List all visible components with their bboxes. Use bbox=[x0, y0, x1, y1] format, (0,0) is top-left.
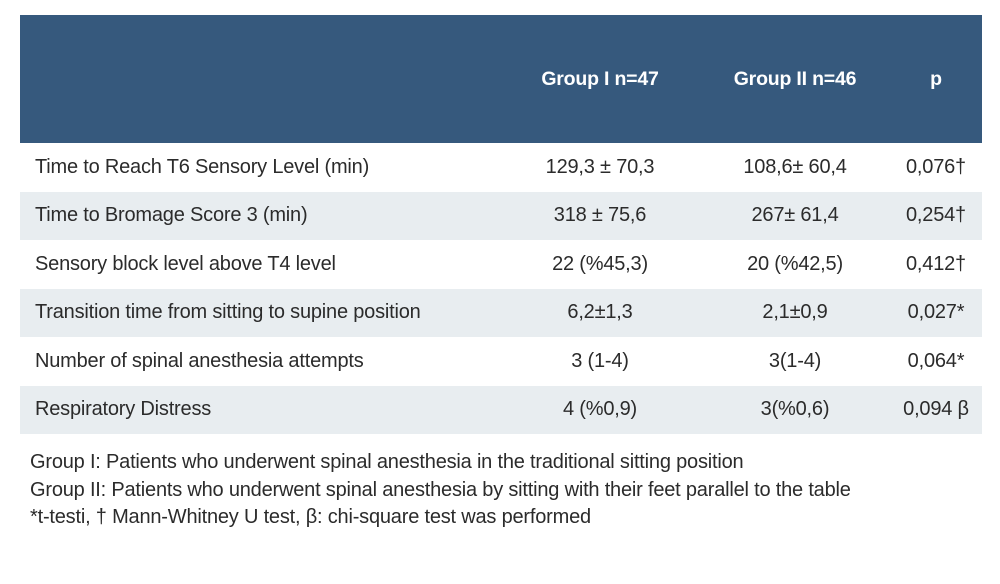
p-value: 0,076† bbox=[906, 155, 966, 178]
row-label: Transition time from sitting to supine p… bbox=[35, 301, 421, 324]
row-label: Respiratory Distress bbox=[35, 398, 212, 421]
table-row: Time to Bromage Score 3 (min) 318 ± 75,6… bbox=[20, 191, 982, 240]
p-value: 0,064* bbox=[907, 349, 965, 372]
results-table: Group I n=47 Group II n=46 p Time to Rea… bbox=[20, 15, 982, 434]
group2-value: 20 (%42,5) bbox=[747, 252, 843, 275]
footnote-group1: Group I: Patients who underwent spinal a… bbox=[30, 451, 744, 473]
p-value: 0,094 β bbox=[903, 398, 969, 421]
footnote-group2: Group II: Patients who underwent spinal … bbox=[30, 478, 851, 501]
header-cell-group2: Group II n=46 bbox=[733, 67, 857, 90]
row-label: Number of spinal anesthesia attempts bbox=[35, 349, 364, 372]
footnote-stats: *t-testi, † Mann-Whitney U test, β: chi-… bbox=[30, 506, 591, 528]
p-value: 0,254† bbox=[906, 204, 966, 227]
table-row: Number of spinal anesthesia attempts 3 (… bbox=[20, 337, 982, 386]
group2-value: 3(%0,6) bbox=[760, 398, 830, 421]
group1-value: 129,3 ± 70,3 bbox=[545, 155, 655, 178]
group2-value: 3(1-4) bbox=[768, 349, 822, 372]
p-value: 0,412† bbox=[906, 252, 966, 275]
table-row: Time to Reach T6 Sensory Level (min) 129… bbox=[20, 143, 982, 192]
header-cell-p: p bbox=[930, 67, 942, 90]
group1-value: 22 (%45,3) bbox=[552, 252, 648, 275]
row-label: Time to Reach T6 Sensory Level (min) bbox=[35, 155, 370, 178]
group1-value: 4 (%0,9) bbox=[563, 398, 637, 421]
group1-value: 318 ± 75,6 bbox=[553, 204, 647, 227]
table-footnotes: Group I: Patients who underwent spinal a… bbox=[30, 449, 970, 532]
group1-value: 6,2±1,3 bbox=[567, 301, 633, 324]
table-header-row: Group I n=47 Group II n=46 p bbox=[20, 15, 982, 143]
table-row: Transition time from sitting to supine p… bbox=[20, 288, 982, 337]
group2-value: 2,1±0,9 bbox=[762, 301, 828, 324]
group1-value: 3 (1-4) bbox=[571, 349, 629, 372]
table-row: Sensory block level above T4 level 22 (%… bbox=[20, 240, 982, 289]
row-label: Sensory block level above T4 level bbox=[35, 252, 336, 275]
group2-value: 267± 61,4 bbox=[751, 204, 839, 227]
group2-value: 108,6± 60,4 bbox=[743, 155, 847, 178]
table-row: Respiratory Distress 4 (%0,9) 3(%0,6) 0,… bbox=[20, 385, 982, 434]
p-value: 0,027* bbox=[907, 301, 965, 324]
header-cell-group1: Group I n=47 bbox=[541, 67, 659, 90]
row-label: Time to Bromage Score 3 (min) bbox=[35, 204, 308, 227]
